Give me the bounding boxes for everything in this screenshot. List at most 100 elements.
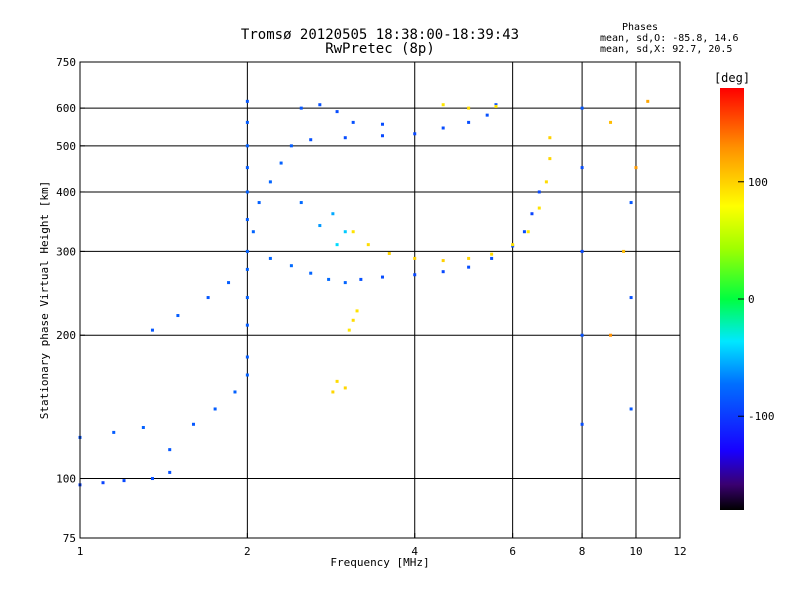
echo-point-x (511, 243, 515, 247)
colorbar-ticks: 100 0 -100 (738, 176, 775, 423)
echo-point-o (335, 243, 339, 247)
echo-point-o (335, 110, 339, 114)
data-points (78, 99, 650, 487)
echo-point-o (150, 328, 154, 332)
echo-point-o (580, 333, 584, 337)
echo-point-o (251, 230, 255, 234)
echo-point-o (245, 296, 249, 300)
echo-point-o (490, 256, 494, 260)
x-tick-label: 4 (411, 545, 418, 558)
echo-point-x (441, 259, 445, 263)
x-tick-label: 6 (509, 545, 516, 558)
y-axis-ticks: 75 100 200 300 400 500 600 750 (56, 56, 85, 545)
x-axis-ticks: 1 2 4 6 8 10 12 (77, 533, 687, 558)
echo-point-o (318, 103, 322, 107)
x-axis-label: Frequency [MHz] (330, 556, 429, 569)
y-axis-label: Stationary phase Virtual Height [km] (38, 181, 51, 419)
echo-point-x (347, 328, 351, 332)
echo-point-o (580, 166, 584, 170)
y-tick-label: 400 (56, 186, 76, 199)
echo-point-o (245, 120, 249, 124)
echo-point-o (112, 430, 116, 434)
echo-point-o (245, 218, 249, 222)
echo-point-o (233, 390, 237, 394)
echo-point-x (494, 104, 498, 108)
echo-point-o (245, 144, 249, 148)
echo-point-o (150, 477, 154, 481)
y-tick-label: 300 (56, 245, 76, 258)
echo-point-o (351, 120, 355, 124)
phases-title: Phases (621, 22, 659, 33)
echo-point-o (245, 355, 249, 359)
echo-point-o (289, 144, 293, 148)
echo-point-o (206, 296, 210, 300)
echo-point-o (245, 190, 249, 194)
echo-point-o (227, 281, 231, 285)
y-tick-label: 75 (63, 532, 76, 545)
echo-point-x (351, 230, 355, 234)
echo-point-o (413, 132, 417, 136)
echo-point-x (609, 333, 613, 337)
y-tick-label: 100 (56, 473, 76, 486)
echo-point-o (309, 271, 313, 275)
echo-point-x (609, 120, 613, 124)
echo-point-o (380, 275, 384, 279)
echo-point-o (467, 265, 471, 269)
echo-point-o (289, 264, 293, 268)
echo-point-o (257, 201, 261, 205)
phases-o-stats: mean, sd,O: -85.8, 14.6 (600, 33, 739, 44)
echo-point-x (335, 379, 339, 383)
echo-point-o (580, 249, 584, 253)
echo-point-o (309, 138, 313, 142)
echo-point-x (467, 256, 471, 260)
echo-point-x (544, 180, 548, 184)
echo-point-o (343, 281, 347, 285)
x-tick-label: 12 (673, 545, 686, 558)
echo-point-o (168, 448, 172, 452)
echo-point-o (318, 224, 322, 228)
echo-point-o (245, 99, 249, 103)
echo-point-o (467, 120, 471, 124)
colorbar-label: [deg] (714, 71, 750, 85)
echo-point-o (441, 126, 445, 130)
echo-point-o (299, 201, 303, 205)
echo-point-o (485, 113, 489, 117)
echo-point-x (537, 206, 541, 210)
echo-point-x (355, 309, 359, 313)
x-tick-label: 1 (77, 545, 84, 558)
echo-point-x (526, 230, 530, 234)
echo-point-o (522, 230, 526, 234)
echo-point-o (537, 190, 541, 194)
echo-point-o (299, 106, 303, 110)
echo-point-o (359, 277, 363, 281)
echo-point-o (343, 136, 347, 140)
echo-point-o (191, 422, 195, 426)
colorbar-tick-label: 100 (748, 176, 768, 189)
echo-point-o (380, 134, 384, 138)
echo-point-o (245, 267, 249, 271)
y-tick-label: 500 (56, 140, 76, 153)
x-tick-label: 2 (244, 545, 251, 558)
echo-point-o (441, 270, 445, 274)
echo-point-o (494, 103, 498, 107)
echo-point-o (176, 314, 180, 318)
echo-point-o (530, 212, 534, 216)
x-tick-label: 10 (629, 545, 642, 558)
echo-point-o (413, 273, 417, 277)
echo-point-x (634, 166, 638, 170)
echo-point-o (380, 122, 384, 126)
y-tick-label: 750 (56, 56, 76, 69)
echo-point-x (441, 103, 445, 107)
echo-point-o (245, 323, 249, 327)
echo-point-x (548, 136, 552, 140)
colorbar-tick-label: -100 (748, 410, 775, 423)
echo-point-o (580, 106, 584, 110)
echo-point-x (467, 106, 471, 110)
echo-point-o (629, 407, 633, 411)
echo-point-o (629, 201, 633, 205)
echo-point-x (622, 249, 626, 253)
phases-x-stats: mean, sd,X: 92.7, 20.5 (600, 44, 733, 55)
echo-point-x (646, 99, 650, 103)
echo-point-o (168, 470, 172, 474)
echo-point-x (343, 386, 347, 390)
